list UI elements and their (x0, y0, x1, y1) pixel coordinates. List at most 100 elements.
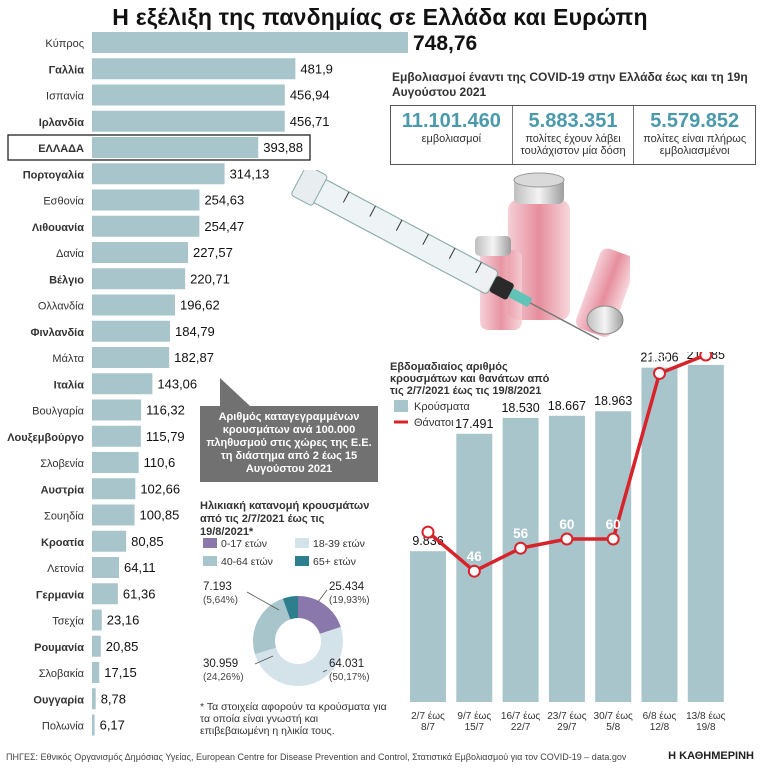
tick-label: Φινλανδία (30, 327, 84, 339)
tick-label: 30/7 έως (594, 710, 634, 722)
page-title: Η εξέλιξη της πανδημίας σε Ελλάδα και Ευ… (112, 4, 648, 30)
data-label: 17,15 (104, 665, 137, 680)
tick-label: Ισπανία (46, 91, 85, 103)
data-label: 182,87 (174, 350, 214, 365)
vaccination-stat: 5.883.351 πολίτες έχουν λάβει τουλάχιστο… (513, 106, 635, 164)
data-label: 60 (606, 517, 621, 532)
data-label: 110,6 (144, 455, 176, 470)
sources-note: ΠΗΓΕΣ: Εθνικός Οργανισμός Δημόσιας Υγεία… (6, 752, 626, 762)
publisher-brand: Η ΚΑΘΗΜΕΡΙΝΗ (668, 750, 754, 762)
bar (92, 425, 141, 447)
bar (410, 551, 446, 702)
bar (92, 635, 101, 657)
tick-label: Λετονία (47, 563, 85, 575)
tick-label: 8/7 (421, 722, 435, 733)
data-label: 61,36 (123, 586, 156, 601)
bar (641, 367, 678, 702)
data-point (514, 541, 528, 555)
data-label: 17.491 (455, 417, 493, 431)
tick-label: 23/7 έως (547, 710, 587, 722)
vaccination-stat-label: πολίτες έχουν λάβει τουλάχιστον μία δόση (520, 133, 626, 157)
tick-label: 2/7 έως (411, 710, 445, 722)
data-label: 6,17 (100, 718, 125, 733)
tick-label: 29/7 (557, 722, 577, 733)
bar (92, 714, 95, 736)
legend-swatch (295, 538, 309, 548)
bar (92, 215, 200, 237)
data-label: 56 (513, 526, 529, 541)
vaccination-stat-value: 5.579.852 (650, 110, 740, 132)
data-label: 23,16 (107, 613, 140, 628)
tick-label: 16/7 έως (501, 710, 541, 722)
data-label: 254,47 (204, 219, 244, 234)
data-label: (5,64%) (203, 595, 238, 606)
data-label: 220,71 (190, 271, 230, 286)
vaccination-stat-label: εμβολιασμοί (421, 133, 482, 145)
data-label: 18.667 (548, 399, 586, 413)
bar (92, 84, 285, 106)
data-label: 100,85 (140, 508, 180, 523)
tick-label: Γερμανία (36, 589, 84, 601)
data-label: 64.031 (329, 658, 364, 670)
bar (595, 411, 632, 702)
tick-label: Πολωνία (42, 721, 85, 733)
tick-label: 19/8 (696, 722, 716, 733)
legend-swatch (394, 400, 408, 412)
tick-label: Σλοβακία (39, 668, 85, 680)
data-label: 116,32 (146, 403, 185, 418)
syringe-vials-photo (291, 170, 630, 340)
bar (92, 163, 225, 185)
data-label: 227,57 (193, 245, 233, 260)
data-label: (50,17%) (329, 672, 370, 683)
weekly-chart-title: Εβδομαδιαίος αριθμός κρουσμάτων και θανά… (390, 361, 550, 397)
bar (92, 557, 120, 578)
vaccination-stat: 5.579.852 πολίτες είναι πλήρως εμβολιασμ… (634, 106, 755, 164)
tick-label: Σουηδία (44, 511, 85, 523)
tick-label: 15/7 (465, 722, 485, 733)
tick-label: Γαλλία (49, 64, 85, 76)
pie-slice (253, 596, 343, 686)
bar (92, 609, 102, 631)
tick-label: Πορτογαλία (23, 169, 85, 181)
data-label: 20,85 (106, 639, 139, 654)
vaccination-title: Εμβολιασμοί έναντι της COVID-19 στην Ελλ… (392, 70, 748, 99)
vaccination-stats: 11.101.460 εμβολιασμοί 5.883.351 πολίτες… (390, 105, 756, 165)
vaccination-stat-label: πολίτες είναι πλήρως εμβολιασμένοι (643, 133, 747, 157)
data-label: 314,13 (230, 166, 270, 181)
leader-line (322, 669, 328, 673)
highlight-frame (7, 134, 311, 161)
leader-line (254, 655, 274, 665)
data-label: 254,63 (204, 193, 244, 208)
data-point (421, 525, 435, 539)
bar (92, 32, 408, 53)
leader-line (317, 589, 328, 603)
data-label: 102,66 (140, 481, 180, 496)
data-label: 18.530 (501, 401, 539, 415)
bar (92, 137, 259, 158)
bar (687, 364, 724, 702)
tick-label: Κύπρος (45, 38, 84, 50)
bar (92, 399, 142, 421)
data-label: 25.434 (329, 581, 365, 593)
data-point (653, 366, 666, 380)
tick-label: 12/8 (650, 722, 670, 733)
data-point (606, 532, 620, 546)
tick-label: Ιρλανδία (39, 117, 84, 129)
data-label: 8,78 (101, 691, 126, 706)
legend-label: 65+ ετών (313, 556, 356, 568)
data-label: 30.959 (203, 658, 238, 670)
tick-label: Λουξεμβούργο (7, 432, 84, 444)
data-label: 7.193 (203, 581, 232, 593)
bar (92, 373, 153, 395)
bar (92, 294, 175, 316)
data-point (699, 352, 713, 362)
data-label: (19,93%) (329, 595, 370, 606)
bar (548, 415, 585, 702)
tick-label: Ρουμανία (34, 642, 84, 654)
bar (92, 242, 189, 263)
data-label: 46 (467, 549, 483, 564)
bar (92, 58, 296, 80)
data-point (560, 532, 574, 546)
tick-label: Εσθονία (43, 196, 84, 208)
